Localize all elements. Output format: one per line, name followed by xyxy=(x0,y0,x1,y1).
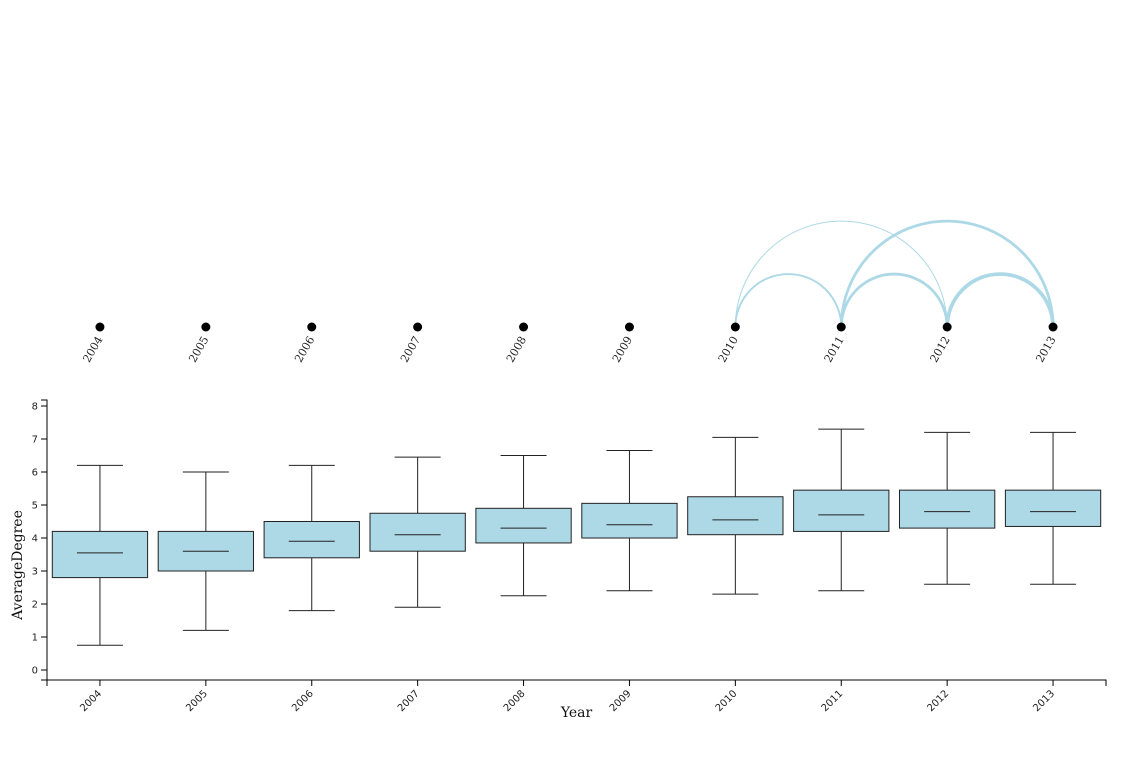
y-tick-label: 8 xyxy=(32,402,38,413)
arc-node xyxy=(942,322,952,332)
y-axis: 0 1 2 3 4 5 6 7 8 xyxy=(32,399,48,681)
box-item xyxy=(369,456,466,608)
box-rect xyxy=(1004,489,1102,527)
arc-node-label: 2011 xyxy=(822,334,847,365)
box-item xyxy=(793,428,890,592)
box-rect xyxy=(263,521,360,559)
y-axis-line xyxy=(41,399,48,681)
y-tick-label: 7 xyxy=(32,435,38,446)
arc-node-label: 2005 xyxy=(186,334,211,365)
arc-node xyxy=(519,322,529,332)
box-item xyxy=(475,455,572,597)
arc-node-label: 2008 xyxy=(504,334,529,365)
arc-node-label: 2007 xyxy=(398,334,423,365)
x-tick-label: 2007 xyxy=(396,688,422,714)
arc-link xyxy=(839,219,1055,328)
y-tick-label: 1 xyxy=(32,633,38,644)
arc-node xyxy=(201,322,211,332)
arc-node xyxy=(730,322,740,332)
box-rect xyxy=(898,489,996,529)
arc-node xyxy=(836,322,846,332)
arc-link xyxy=(734,220,948,328)
box-item xyxy=(263,464,360,612)
arc-node xyxy=(624,322,634,332)
y-tick-label: 6 xyxy=(32,468,38,479)
arc-node-label: 2009 xyxy=(610,334,635,365)
box-item xyxy=(898,431,996,585)
x-tick-label: 2004 xyxy=(78,688,104,714)
box-item xyxy=(157,471,255,631)
x-tick-label: 2012 xyxy=(925,688,951,714)
arc-node xyxy=(1048,322,1058,332)
x-tick-label: 2010 xyxy=(714,688,740,714)
arc-node-label: 2006 xyxy=(292,334,317,365)
arc-node-label: 2004 xyxy=(80,334,105,365)
arc-node-label: 2010 xyxy=(716,334,741,365)
x-tick-label: 2011 xyxy=(820,688,846,714)
arc-link xyxy=(945,272,1055,328)
y-tick-label: 3 xyxy=(32,567,38,578)
box-item xyxy=(687,436,784,595)
x-tick-label: 2005 xyxy=(184,688,210,714)
box-rect xyxy=(475,507,572,544)
y-tick-label: 4 xyxy=(32,534,38,545)
y-tick-label: 2 xyxy=(32,600,38,611)
arc-node xyxy=(95,322,105,332)
box-item xyxy=(581,450,678,592)
arc-link xyxy=(839,272,949,328)
box-plot-chart: 0 1 2 3 4 5 6 7 8 2004 2005 2006 2007 2008 2009 2010 20… xyxy=(10,399,1107,721)
y-axis-title: AverageDegree xyxy=(10,510,26,621)
y-tick-label: 5 xyxy=(32,501,38,512)
box-rect xyxy=(51,530,149,579)
x-tick-label: 2006 xyxy=(290,688,316,714)
arc-node-label: 2012 xyxy=(927,334,952,365)
x-axis-title: Year xyxy=(560,705,593,721)
arc-node xyxy=(413,322,423,332)
box-rect xyxy=(687,496,784,536)
x-tick-label: 2013 xyxy=(1031,688,1057,714)
arc-diagram: 2004 2005 2006 2007 2008 2009 2010 2011 2012 2013 xyxy=(80,219,1059,365)
y-tick-label: 0 xyxy=(32,666,38,677)
arc-node-label: 2013 xyxy=(1033,334,1058,365)
arc-node xyxy=(307,322,317,332)
box-series xyxy=(51,428,1102,646)
x-tick-label: 2009 xyxy=(608,688,634,714)
x-tick-label: 2008 xyxy=(502,688,528,714)
box-item xyxy=(1004,431,1102,585)
box-rect xyxy=(793,489,890,532)
box-item xyxy=(51,464,149,646)
arc-link xyxy=(734,273,843,328)
x-axis-line xyxy=(46,679,1107,686)
box-rect xyxy=(369,512,466,552)
box-rect xyxy=(581,502,678,539)
